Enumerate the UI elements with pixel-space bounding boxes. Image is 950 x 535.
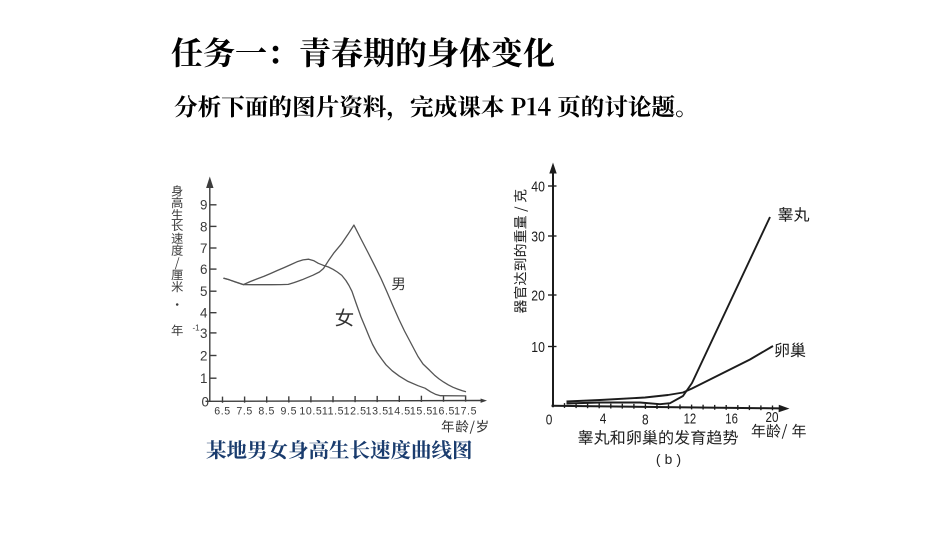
- svg-text:11.5: 11.5: [322, 406, 344, 418]
- svg-text:16.5: 16.5: [432, 406, 455, 418]
- svg-text:7.5: 7.5: [236, 406, 253, 418]
- svg-text:0: 0: [546, 411, 553, 428]
- svg-text:40: 40: [531, 178, 545, 195]
- svg-text:10.5: 10.5: [299, 406, 322, 418]
- svg-text:7: 7: [200, 241, 207, 256]
- svg-text:4: 4: [200, 306, 208, 321]
- svg-text:9: 9: [200, 198, 207, 213]
- svg-text:2: 2: [200, 348, 207, 363]
- svg-text:30: 30: [531, 228, 545, 245]
- svg-text:6: 6: [200, 262, 207, 277]
- svg-text:15.5: 15.5: [410, 406, 433, 418]
- svg-text:1: 1: [200, 371, 207, 386]
- svg-text:10: 10: [531, 339, 545, 356]
- svg-text:20: 20: [531, 287, 545, 304]
- svg-text:3: 3: [200, 326, 207, 341]
- svg-text:8: 8: [642, 413, 649, 429]
- svg-text:8: 8: [200, 219, 207, 234]
- svg-text:5: 5: [200, 284, 207, 299]
- svg-text:0: 0: [202, 394, 209, 409]
- svg-text:12.5: 12.5: [344, 406, 367, 418]
- svg-text:4: 4: [600, 412, 607, 428]
- svg-text:9.5: 9.5: [281, 406, 298, 418]
- svg-text:20: 20: [766, 410, 779, 426]
- svg-text:12: 12: [684, 412, 697, 428]
- svg-text:13.5: 13.5: [366, 406, 389, 418]
- svg-text:16: 16: [725, 412, 738, 428]
- svg-text:(b): (b): [656, 452, 685, 467]
- svg-text:6.5: 6.5: [214, 406, 231, 418]
- svg-text:-1: -1: [193, 324, 201, 333]
- svg-text:14.5: 14.5: [388, 406, 411, 418]
- svg-text:17.5: 17.5: [454, 406, 477, 418]
- svg-text:8.5: 8.5: [258, 406, 275, 418]
